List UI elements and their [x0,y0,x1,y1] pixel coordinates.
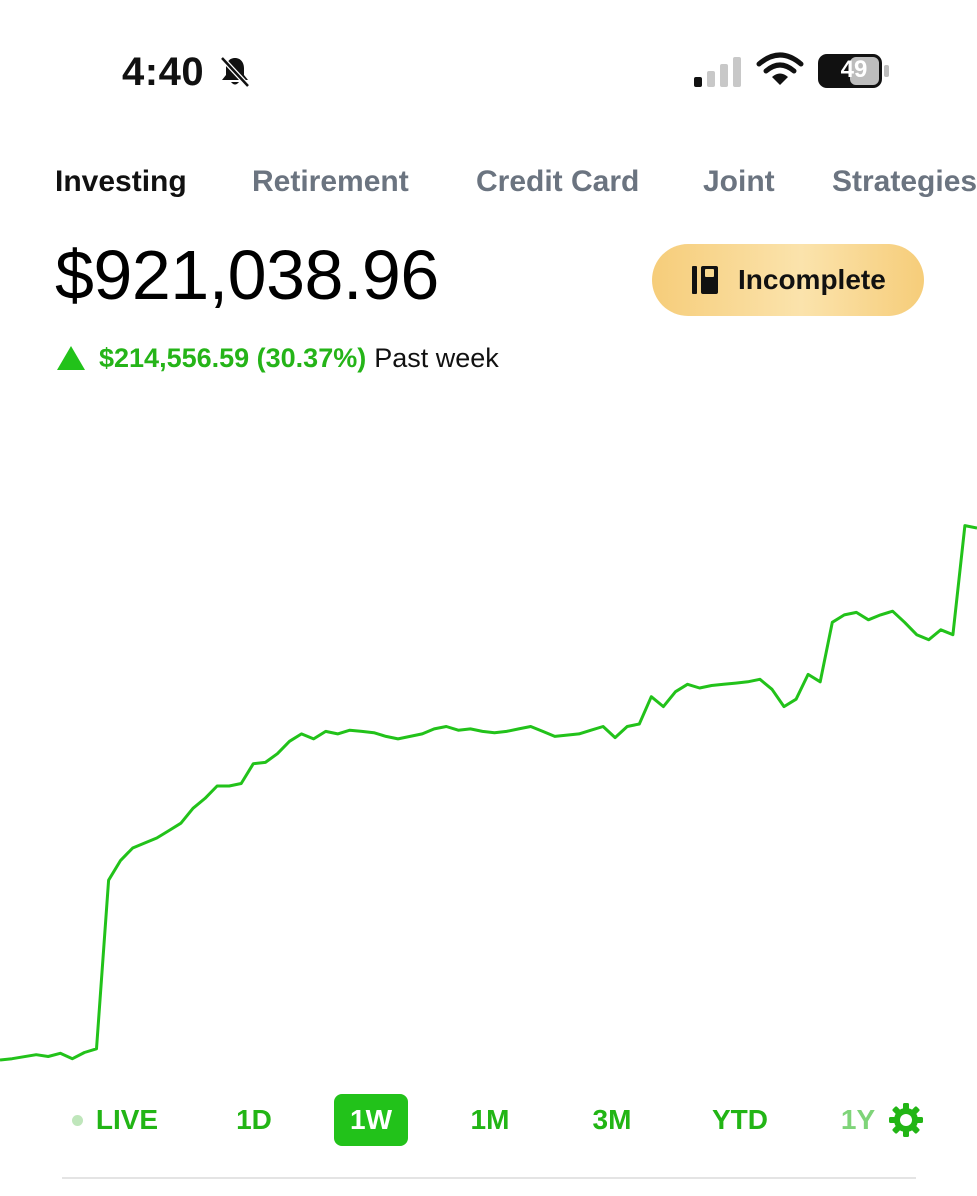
tab-retirement[interactable]: Retirement [252,165,409,198]
range-1m[interactable]: 1M [470,1104,510,1135]
divider [62,1177,916,1179]
cellular-signal-icon [694,57,741,87]
change-value: $214,556.59 (30.37%) [99,342,367,373]
gear-icon[interactable] [889,1103,923,1137]
range-3m[interactable]: 3M [592,1104,632,1135]
range-ytd[interactable]: YTD [712,1104,768,1135]
chart-series-line [0,524,977,1062]
range-1y[interactable]: 1Y [840,1104,876,1135]
tab-investing[interactable]: Investing [55,165,187,198]
account-balance: $921,038.96 [55,236,439,314]
battery-level: 49 [840,56,868,83]
phone-book-icon [692,266,718,294]
live-indicator-dot [72,1115,83,1126]
range-1d[interactable]: 1D [236,1104,272,1135]
incomplete-button[interactable]: Incomplete [652,244,924,316]
battery-icon [818,54,889,88]
range-selector: LIVE 1D 1W 1M 3M YTD 1Y [0,1094,977,1146]
up-triangle-icon [57,346,85,370]
bell-slash-icon [220,56,250,88]
tab-joint[interactable]: Joint [703,165,775,198]
change-period: Past week [374,342,499,373]
tab-strategies[interactable]: Strategies [832,165,977,198]
status-time: 4:40 [122,50,205,94]
account-tabs: Investing Retirement Credit Card Joint S… [0,160,977,210]
status-bar: 4:40 49 [0,0,977,130]
wifi-icon [756,52,804,85]
portfolio-chart[interactable] [0,400,977,1090]
performance-change: $214,556.59 (30.37%) Past week [57,338,499,378]
range-1w[interactable]: 1W [334,1094,408,1146]
range-live[interactable]: LIVE [95,1104,159,1135]
incomplete-label: Incomplete [738,264,886,295]
tab-credit-card[interactable]: Credit Card [476,165,640,198]
